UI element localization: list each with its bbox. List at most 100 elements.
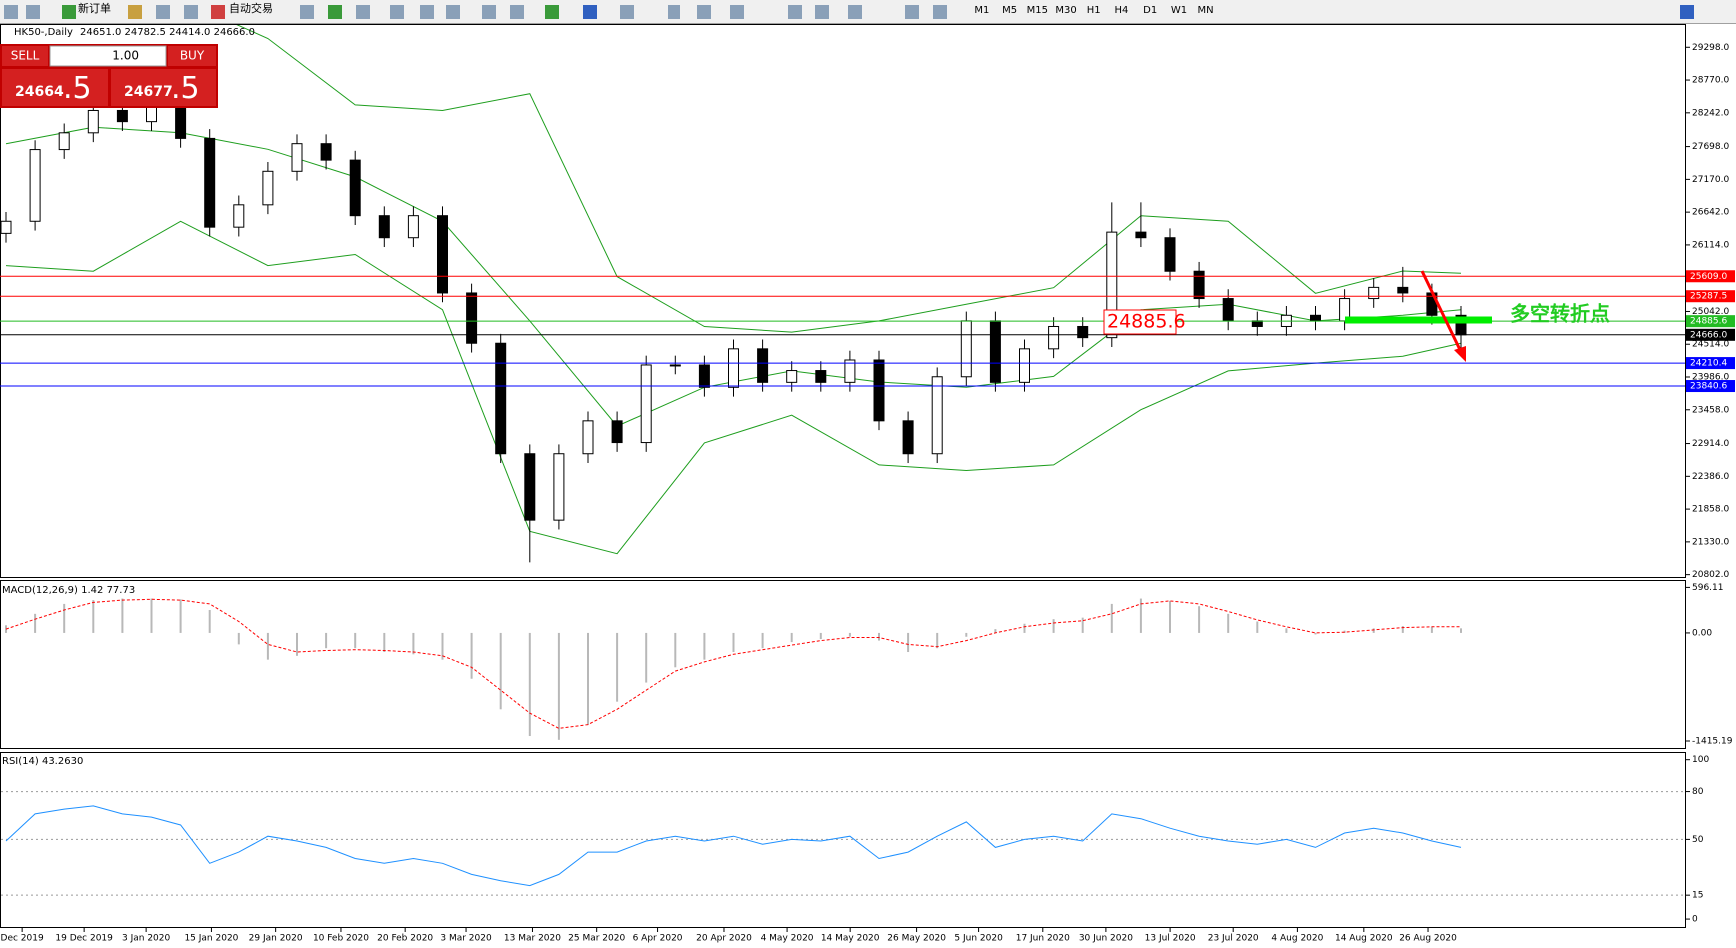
macd-bar	[92, 600, 95, 633]
macd-bar	[1460, 628, 1462, 633]
new-order-button[interactable]: 新订单	[78, 1, 111, 15]
rsi-panel	[0, 752, 1686, 928]
icon[interactable]	[356, 5, 370, 19]
icon[interactable]	[730, 5, 744, 19]
icon[interactable]	[482, 5, 496, 19]
icon[interactable]	[26, 5, 40, 19]
macd-title: MACD(12,26,9) 1.42 77.73	[2, 585, 135, 596]
icon[interactable]	[446, 5, 460, 19]
icon[interactable]	[420, 5, 434, 19]
timeframe-button[interactable]: H4	[1114, 5, 1128, 16]
timeframe-button[interactable]: MN	[1197, 5, 1213, 16]
icon[interactable]	[184, 5, 198, 19]
icon[interactable]	[62, 5, 76, 19]
icon[interactable]	[211, 5, 225, 19]
buy-label[interactable]: BUY	[180, 49, 205, 63]
timeframe-button[interactable]: D1	[1143, 5, 1157, 16]
plot-area	[5, 598, 1462, 740]
candle-body	[204, 137, 216, 228]
icon[interactable]	[156, 5, 170, 19]
timeframe-button[interactable]: M5	[1002, 5, 1017, 16]
y-tick-label: 20802.0	[1692, 570, 1729, 580]
candle-body	[262, 170, 274, 206]
timeframe-button[interactable]: M15	[1027, 5, 1048, 16]
ohlc-header: 24651.0 24782.5 24414.0 24666.0	[80, 27, 255, 38]
macd-bar	[878, 632, 880, 641]
candle-body	[815, 370, 827, 383]
rsi-line	[5, 805, 1462, 887]
candle-body	[728, 348, 739, 388]
timeframe-button[interactable]: M30	[1055, 5, 1076, 16]
icon[interactable]	[545, 5, 559, 19]
sell-price[interactable]: 24664	[15, 84, 64, 100]
sell-label[interactable]: SELL	[11, 49, 40, 63]
icon[interactable]	[510, 5, 524, 19]
candle-body	[1019, 348, 1030, 383]
candle-body	[1164, 237, 1176, 272]
plot-area	[1, 25, 1467, 563]
icon[interactable]	[4, 5, 18, 19]
icon[interactable]	[583, 5, 597, 19]
candle-body	[931, 376, 943, 455]
buy-price[interactable]: 24677	[124, 84, 173, 100]
icon[interactable]	[128, 5, 142, 19]
icon[interactable]	[328, 5, 342, 19]
macd-bar	[441, 632, 444, 660]
y-tick-label: 0.00	[1692, 628, 1712, 638]
level-label: 24666.0	[1690, 330, 1727, 340]
y-tick-label: 21858.0	[1692, 505, 1729, 515]
date-label: 19 Dec 2019	[55, 934, 113, 944]
buy-price-box[interactable]	[111, 69, 216, 106]
auto-trading-button[interactable]: 自动交易	[229, 1, 273, 15]
sell-price-frac[interactable]: .5	[63, 71, 92, 106]
level-label-bg	[1686, 270, 1735, 283]
macd-bar	[1052, 619, 1055, 633]
macd-bar	[703, 632, 706, 660]
y-tick-label: 0	[1692, 915, 1698, 925]
macd-bar	[1314, 632, 1317, 635]
candle-body	[698, 364, 710, 388]
sell-price-box[interactable]	[2, 69, 108, 106]
timeframe-button[interactable]: M1	[974, 5, 989, 16]
date-label: 10 Feb 2020	[313, 934, 369, 944]
icon[interactable]	[300, 5, 314, 19]
turning-point-label: 多空转折点	[1510, 302, 1610, 326]
volume[interactable]: 1.00	[112, 49, 139, 63]
icon[interactable]	[905, 5, 919, 19]
icon[interactable]	[1680, 5, 1694, 19]
y-tick-label: 21330.0	[1692, 537, 1729, 547]
y-tick-label: 22386.0	[1692, 472, 1729, 482]
macd-bar	[936, 632, 939, 649]
macd-bar	[1198, 606, 1201, 633]
icon[interactable]	[697, 5, 711, 19]
y-tick-label: 22914.0	[1692, 439, 1729, 449]
sell-button[interactable]	[2, 46, 48, 66]
buy-price-frac[interactable]: .5	[171, 71, 200, 106]
macd-bar	[528, 632, 531, 737]
buy-button[interactable]	[168, 46, 216, 66]
icon[interactable]	[848, 5, 862, 19]
arrow-head	[1454, 346, 1466, 362]
timeframe-button[interactable]: W1	[1171, 5, 1187, 16]
date-label: 14 May 2020	[821, 934, 880, 944]
volume-input[interactable]	[49, 45, 167, 67]
date-label: 13 Mar 2020	[504, 934, 561, 944]
candle-body	[437, 215, 448, 294]
icon[interactable]	[788, 5, 802, 19]
macd-bar	[325, 632, 328, 649]
icon[interactable]	[815, 5, 829, 19]
level-label: 25609.0	[1690, 272, 1727, 282]
macd-bar	[499, 632, 502, 710]
price-box-label: 24885.6	[1107, 311, 1186, 333]
icon[interactable]	[933, 5, 947, 19]
icon[interactable]	[620, 5, 634, 19]
date-label: 4 May 2020	[761, 934, 814, 944]
date-label: 20 Apr 2020	[696, 934, 752, 944]
icon[interactable]	[668, 5, 680, 19]
icon[interactable]	[390, 5, 404, 19]
macd-bar	[1285, 628, 1288, 633]
macd-bar	[645, 632, 648, 683]
timeframe-button[interactable]: H1	[1087, 5, 1101, 16]
macd-bar	[907, 632, 910, 653]
